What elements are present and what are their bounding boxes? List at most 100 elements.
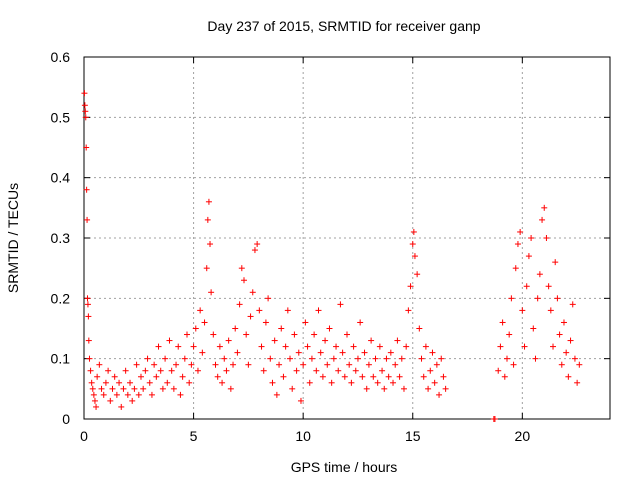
data-point [319,373,326,380]
y-tick-label: 0.5 [51,109,71,125]
data-point [350,343,357,350]
data-point [289,385,296,392]
data-point [508,295,515,302]
data-point [234,349,241,356]
data-point [282,343,289,350]
data-point [151,361,158,368]
data-point [400,385,407,392]
data-point [543,235,550,241]
x-axis-label: GPS time / hours [291,459,398,475]
x-tick-label: 20 [515,428,531,444]
data-point [273,391,280,398]
data-point [368,337,375,344]
data-point [137,373,144,380]
data-point [216,343,223,350]
data-point [113,391,120,398]
data-point [96,361,103,368]
data-point [410,228,417,235]
data-point [313,367,320,374]
data-point [181,355,188,362]
data-point [525,253,532,260]
data-point [265,295,272,302]
data-point [208,289,215,296]
data-point [552,259,559,266]
data-point [82,114,89,121]
data-point [240,277,247,284]
data-point [528,235,535,241]
data-point [84,216,91,223]
data-point [243,331,250,338]
y-tick-label: 0.3 [51,230,71,246]
data-point [569,301,576,308]
data-point [133,361,140,368]
data-point [530,325,537,332]
data-point [565,373,572,380]
data-point [221,355,228,362]
data-point [83,186,90,193]
data-point [372,355,379,362]
data-point [102,379,109,386]
data-point [258,343,265,350]
data-point [116,379,123,386]
data-point [173,361,180,368]
data-point [157,367,164,374]
data-point [90,391,97,398]
chart-title: Day 237 of 2015, SRMTID for receiver gan… [207,18,480,34]
data-point [177,391,184,398]
y-tick-label: 0 [62,411,70,427]
data-point [495,367,502,374]
data-point [567,337,574,344]
data-point [385,373,392,380]
data-point [109,385,116,392]
data-point [403,343,410,350]
data-series [81,90,583,422]
data-point [207,241,214,248]
chart-grid [84,57,610,419]
data-point [271,337,278,344]
data-point [175,343,182,350]
data-point [519,307,526,314]
data-point [262,319,269,326]
data-point [122,367,129,374]
data-point [107,397,114,404]
data-point [558,361,565,368]
data-point [506,331,513,338]
data-point [409,241,416,248]
data-point [87,367,94,374]
data-point [153,373,160,380]
data-point [100,391,107,398]
data-point [89,385,96,392]
data-point [81,102,88,109]
data-point [341,373,348,380]
data-point [523,283,530,290]
data-point [251,247,258,254]
data-point [162,355,169,362]
data-point [98,385,105,392]
data-point [521,343,528,350]
data-point [411,253,418,260]
x-tick-label: 0 [80,428,88,444]
data-point [214,373,221,380]
data-point [188,361,195,368]
data-point [300,361,307,368]
data-point [545,283,552,290]
data-point [247,313,254,320]
data-point [230,361,237,368]
data-point [394,337,401,344]
y-tick-label: 0.6 [51,49,71,65]
data-point [315,307,322,314]
data-point [219,379,226,386]
data-point [124,391,131,398]
data-point [335,367,342,374]
data-point [354,355,361,362]
data-point [276,361,283,368]
data-point [317,349,324,356]
data-point [381,385,388,392]
data-point [324,361,331,368]
data-point [297,397,304,404]
data-point [194,367,201,374]
data-point [295,349,302,356]
data-point [223,367,230,374]
data-point [414,271,421,278]
data-point [127,379,134,386]
